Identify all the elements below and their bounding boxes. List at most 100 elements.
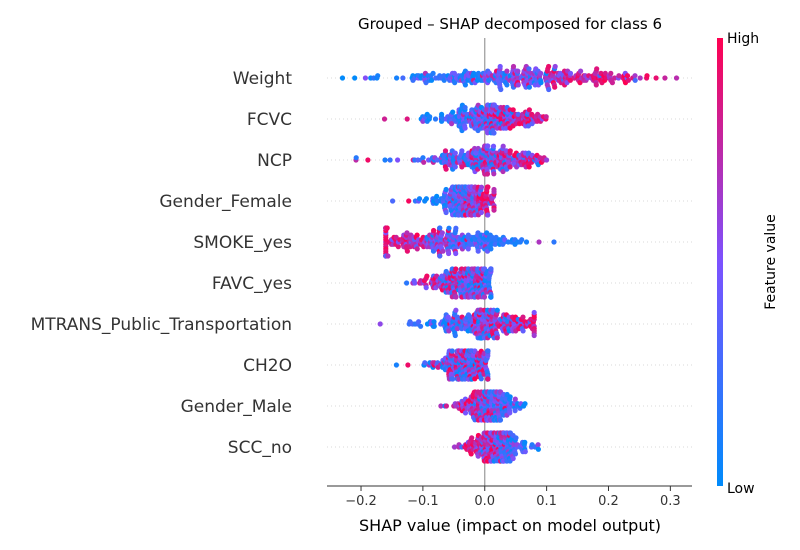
- shap-point: [520, 314, 526, 320]
- shap-point: [423, 285, 429, 291]
- shap-point: [384, 225, 390, 231]
- shap-point: [513, 435, 519, 441]
- colorbar-gradient: [717, 38, 723, 486]
- shap-point: [481, 294, 488, 300]
- shap-point: [339, 75, 346, 81]
- shap-point: [485, 212, 491, 218]
- shap-point: [488, 246, 494, 252]
- shap-point: [465, 246, 471, 252]
- shap-point: [385, 253, 391, 259]
- feature-label: NCP: [257, 151, 292, 171]
- x-axis-ticks: −0.2 −0.1 0.0 0.1 0.2 0.3: [345, 486, 681, 509]
- shap-point: [453, 225, 459, 231]
- shap-point: [381, 116, 388, 122]
- shap-point: [452, 150, 458, 156]
- shap-point: [424, 273, 430, 279]
- colorbar-axis-label: Feature value: [763, 214, 779, 310]
- shap-point: [515, 82, 521, 88]
- feature-label: FCVC: [247, 110, 292, 130]
- colorbar: High Low Feature value: [717, 31, 779, 497]
- shap-point: [431, 323, 437, 329]
- shap-point: [362, 75, 368, 81]
- shap-point: [462, 104, 468, 111]
- shap-point: [404, 248, 410, 254]
- shap-point: [593, 82, 599, 88]
- shap-point: [653, 75, 659, 81]
- feature-label: MTRANS_Public_Transportation: [31, 315, 292, 335]
- shap-point: [451, 444, 458, 450]
- colorbar-high-label: High: [727, 31, 759, 47]
- shap-point: [421, 159, 427, 165]
- shap-point: [414, 246, 420, 252]
- shap-point: [431, 227, 437, 234]
- shap-point: [538, 80, 544, 86]
- shap-point: [427, 114, 433, 120]
- shap-point: [609, 80, 616, 86]
- shap-point: [504, 68, 510, 74]
- shap-point: [400, 75, 406, 81]
- shap-point: [567, 70, 574, 76]
- shap-point: [416, 196, 423, 202]
- x-tick-label: 0.0: [474, 494, 495, 509]
- shap-point: [491, 186, 497, 193]
- shap-point: [365, 157, 371, 163]
- shap-point: [512, 396, 518, 402]
- shap-point: [423, 196, 429, 202]
- shap-point: [442, 148, 449, 154]
- x-tick-label: 0.3: [660, 494, 681, 509]
- shap-point: [377, 321, 383, 327]
- shap-point: [491, 207, 497, 213]
- feature-rows: Weight FCVC NCP Gender_Female SMOKE_yes FAVC_…: [31, 69, 692, 458]
- shap-point: [624, 73, 631, 79]
- shap-point: [522, 401, 528, 407]
- shap-point: [478, 184, 485, 190]
- x-tick-label: 0.2: [598, 494, 619, 509]
- shap-point: [452, 332, 458, 339]
- feature-label: Weight: [233, 69, 293, 89]
- shap-point: [412, 280, 418, 286]
- shap-point: [504, 82, 510, 88]
- shap-point: [510, 107, 516, 113]
- x-axis-label: SHAP value (impact on model output): [359, 516, 661, 535]
- shap-point: [440, 248, 446, 254]
- shap-point: [394, 75, 400, 81]
- shap-point: [454, 326, 461, 332]
- shap-point: [478, 376, 484, 382]
- shap-point: [507, 164, 513, 170]
- shap-point: [434, 193, 440, 199]
- shap-point: [393, 234, 399, 240]
- shap-point: [507, 410, 513, 416]
- shap-point: [644, 73, 650, 79]
- shap-point: [510, 63, 517, 70]
- shap-point: [484, 171, 490, 177]
- x-tick-label: 0.1: [536, 494, 557, 509]
- shap-point: [432, 116, 439, 122]
- feature-label: SCC_no: [228, 438, 292, 458]
- shap-point: [450, 109, 456, 115]
- shap-point: [452, 164, 458, 170]
- shap-point: [510, 455, 516, 462]
- shap-point: [434, 157, 440, 163]
- shap-point: [452, 80, 458, 86]
- feature-label: Gender_Female: [159, 192, 292, 212]
- shap-point: [526, 84, 533, 90]
- feature-label: CH2O: [243, 356, 292, 376]
- shap-point: [404, 230, 410, 236]
- shap-point: [531, 309, 537, 316]
- shap-point: [446, 328, 452, 334]
- chart-title: Grouped – SHAP decomposed for class 6: [358, 15, 662, 33]
- shap-point: [375, 73, 381, 79]
- shap-point: [522, 439, 528, 445]
- shap-point: [437, 253, 443, 259]
- shap-point: [443, 403, 449, 409]
- shap-point: [446, 250, 452, 257]
- shap-point: [507, 148, 513, 154]
- shap-point: [382, 157, 388, 163]
- shap-point: [662, 75, 668, 81]
- shap-point: [536, 239, 542, 245]
- shap-point: [453, 307, 459, 313]
- shap-point: [453, 294, 459, 300]
- shap-point: [535, 446, 542, 452]
- shap-point: [526, 107, 533, 113]
